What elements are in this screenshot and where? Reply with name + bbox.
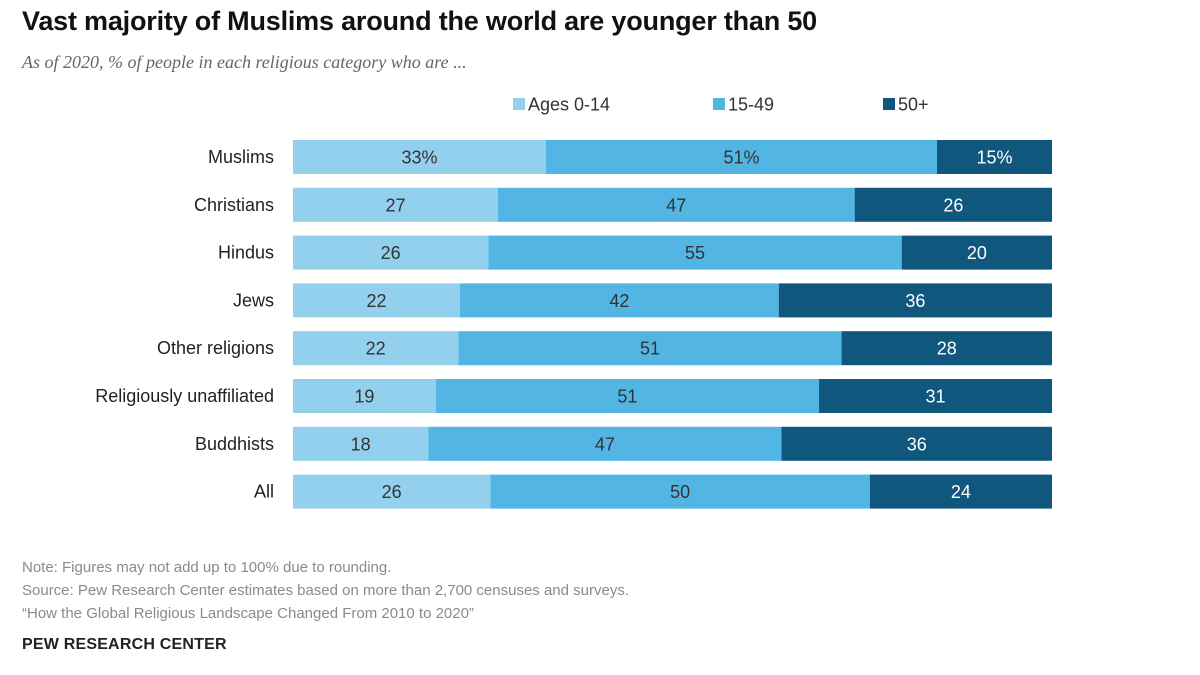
bar-value-label: 26 — [381, 243, 401, 263]
bar-value-label: 20 — [967, 243, 987, 263]
bar-value-label: 15% — [976, 148, 1012, 168]
notes: Note: Figures may not add up to 100% due… — [22, 556, 629, 625]
bar-segment — [854, 187, 1052, 222]
bar-value-label: 42 — [609, 291, 629, 311]
legend-label: 50+ — [898, 95, 929, 115]
bar-value-label: 22 — [366, 339, 386, 359]
category-label: All — [254, 482, 274, 502]
category-label: Jews — [233, 290, 274, 310]
bar-value-label: 51% — [723, 148, 759, 168]
bar-value-label: 33% — [401, 148, 437, 168]
bar-segment — [781, 426, 1052, 461]
legend-label: 15-49 — [728, 95, 774, 115]
bar-segment — [490, 474, 870, 509]
bar-segment — [293, 187, 498, 222]
legend-label: Ages 0-14 — [528, 95, 610, 115]
bar-value-label: 27 — [385, 195, 405, 215]
bar-value-label: 51 — [640, 339, 660, 359]
bar-value-label: 19 — [354, 387, 374, 407]
bar-value-label: 36 — [907, 434, 927, 454]
category-label: Christians — [194, 195, 274, 215]
bar-value-label: 18 — [351, 434, 371, 454]
bar-segment — [458, 331, 842, 366]
note-source: Source: Pew Research Center estimates ba… — [22, 582, 629, 599]
bar-value-label: 47 — [666, 195, 686, 215]
bar-segment — [841, 331, 1052, 366]
bar-segment — [869, 474, 1052, 509]
bar-segment — [293, 140, 546, 174]
bar-value-label: 28 — [937, 339, 957, 359]
bar-value-label: 22 — [366, 291, 386, 311]
legend-swatch — [713, 98, 725, 110]
bar-segment — [901, 235, 1052, 270]
bar-value-label: 26 — [382, 482, 402, 502]
chart-title: Vast majority of Muslims around the worl… — [22, 6, 817, 36]
bar-value-label: 50 — [670, 482, 690, 502]
category-label: Religiously unaffiliated — [95, 386, 274, 406]
legend-swatch — [883, 98, 895, 110]
bar-value-label: 51 — [617, 387, 637, 407]
category-label: Buddhists — [195, 434, 274, 454]
bar-segment — [293, 379, 436, 413]
category-label: Muslims — [208, 147, 274, 167]
bar-segment — [546, 140, 937, 174]
category-label: Other religions — [157, 338, 274, 358]
bar-segment — [293, 235, 489, 270]
bar-segment — [778, 283, 1052, 318]
bar-value-label: 31 — [926, 387, 946, 407]
bar-value-label: 36 — [905, 291, 925, 311]
note-rounding: Note: Figures may not add up to 100% due… — [22, 559, 392, 576]
bar-segment — [937, 140, 1052, 174]
bar-segment — [293, 331, 459, 366]
bar-segment — [488, 235, 902, 270]
note-report-title: “How the Global Religious Landscape Chan… — [22, 605, 474, 622]
bar-value-label: 55 — [685, 243, 705, 263]
category-label: Hindus — [218, 243, 274, 263]
bar-segment — [435, 379, 820, 413]
stacked-bar-chart: Ages 0-14 15-49 50+ Muslims 33% 51% 15% Christi… — [95, 95, 1052, 509]
bar-segment — [428, 426, 782, 461]
bar-segment — [497, 187, 855, 222]
bar-segment — [293, 283, 460, 318]
bar-value-label: 47 — [595, 434, 615, 454]
bar-value-label: 24 — [951, 482, 971, 502]
bar-segment — [293, 426, 429, 461]
bar-segment — [293, 474, 491, 509]
legend-swatch — [513, 98, 525, 110]
bar-segment — [459, 283, 779, 318]
bar-value-label: 26 — [943, 195, 963, 215]
chart-subtitle: As of 2020, % of people in each religiou… — [22, 52, 467, 72]
bar-segment — [819, 379, 1052, 413]
brand-logo-text: PEW RESEARCH CENTER — [22, 636, 227, 653]
